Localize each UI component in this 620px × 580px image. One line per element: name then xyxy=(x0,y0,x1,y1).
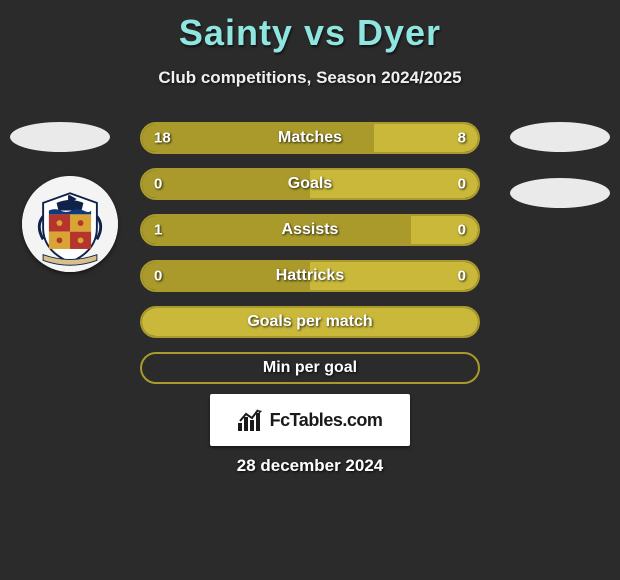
bar-fill-left xyxy=(142,124,374,152)
stat-row-goals: Goals00 xyxy=(140,168,480,200)
site-logo-icon xyxy=(238,409,264,431)
subtitle: Club competitions, Season 2024/2025 xyxy=(0,68,620,88)
player-right-oval-2 xyxy=(510,178,610,208)
bar-fill-left xyxy=(142,216,411,244)
player-left-oval xyxy=(10,122,110,152)
bar-fill-full xyxy=(142,308,478,336)
site-name: FcTables.com xyxy=(270,410,383,431)
comparison-bars: Matches188 Goals00 Assists10 Hattricks00 Goa… xyxy=(140,122,480,398)
stat-row-hattricks: Hattricks00 xyxy=(140,260,480,292)
stat-row-goals-per-match: Goals per match xyxy=(140,306,480,338)
bar-fill-right xyxy=(310,170,478,198)
bar-fill-right xyxy=(374,124,478,152)
bar-fill-left xyxy=(142,262,310,290)
crest-icon xyxy=(22,176,118,272)
player-right-oval-1 xyxy=(510,122,610,152)
date-text: 28 december 2024 xyxy=(0,456,620,476)
bar-fill-right xyxy=(411,216,478,244)
club-crest xyxy=(22,176,118,272)
bar-fill-right xyxy=(310,262,478,290)
site-badge: FcTables.com xyxy=(210,394,410,446)
stat-row-min-per-goal: Min per goal xyxy=(140,352,480,384)
stat-row-assists: Assists10 xyxy=(140,214,480,246)
comparison-title: Sainty vs Dyer xyxy=(0,0,620,54)
stat-label: Min per goal xyxy=(142,359,478,377)
bar-fill-left xyxy=(142,170,310,198)
stat-row-matches: Matches188 xyxy=(140,122,480,154)
